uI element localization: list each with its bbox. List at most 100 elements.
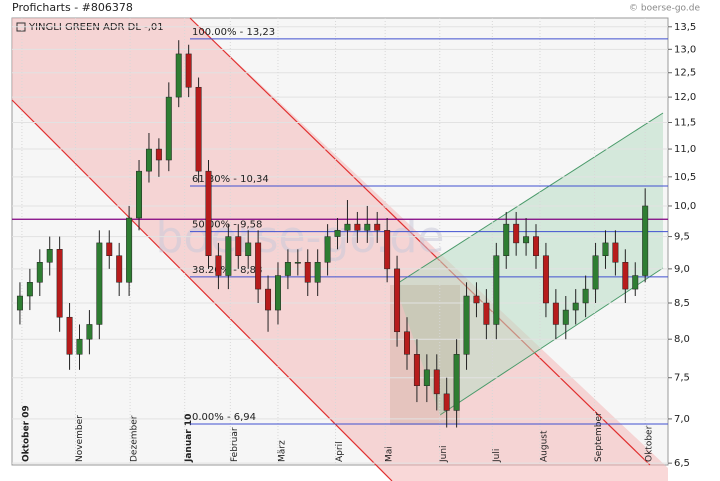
candle-body [533,236,539,256]
candle-body [562,309,569,325]
candle-body [404,331,410,355]
x-tick-label: August [539,430,549,462]
x-tick-label: April [335,441,345,462]
y-tick-label: 7,5 [674,373,690,384]
down-channel-lower [11,99,393,481]
y-tick-label: 12,5 [674,68,696,79]
candle-body [413,354,420,386]
x-tick-label: März [277,440,287,462]
fib-label: 0.00% - 6,94 [192,412,256,423]
y-tick-label: 13,0 [674,44,696,55]
candle-body [175,53,182,98]
candle-body [66,316,73,355]
x-tick-label: November [75,415,85,462]
candle-body [632,275,639,290]
candle-body [284,262,291,276]
candle-body [334,230,341,237]
candle-body [443,393,450,411]
candle-body [642,205,649,276]
candle-body [235,236,242,256]
down-channel-upper [189,17,651,466]
fib-label: 50.00% - 9,58 [192,220,262,231]
fib-label: 100.00% - 13,23 [192,27,275,38]
candle-body [314,262,321,283]
x-tick-label: Juni [439,445,449,463]
candle-body [473,295,480,304]
y-tick-label: 7,0 [674,414,690,425]
candle-body [195,86,202,172]
candle-body [116,255,123,283]
candle-body [582,288,589,304]
candle-body [622,262,629,290]
candle-body [592,255,599,290]
y-tick-label: 13,5 [674,22,696,33]
legend-label: YINGLI GREEN ADR DL -,01 [28,22,164,33]
y-tick-label: 10,5 [674,172,696,183]
candle-body [76,338,83,355]
source: © boerse-go.de [629,4,700,14]
candle-body [523,236,530,244]
candle-body [86,324,93,340]
candle-body [294,262,301,264]
candle-body [274,275,281,311]
candle-body [16,295,23,311]
up-channel-upper [394,112,664,286]
y-tick-label: 6,5 [674,458,690,469]
candle-body [572,302,579,311]
candle-body [374,223,381,231]
watermark: boerse-go.de [156,212,445,263]
candle-body [433,369,440,395]
candle-body [245,242,252,256]
y-tick-label: 9,0 [674,264,690,275]
y-tick-label: 8,0 [674,334,690,345]
candle-body [185,53,192,88]
candle-body [126,217,133,283]
y-tick-label: 12,0 [674,92,696,103]
chart-title: Proficharts - #806378 [12,1,133,14]
candle-body [304,262,311,283]
candle-body [56,249,63,318]
y-tick-label: 11,0 [674,144,696,155]
candle-body [215,255,222,276]
x-tick-label: Januar 10 [184,414,194,463]
candle-body [46,249,53,263]
x-tick-label: Oktober 09 [21,405,31,462]
candle-body [612,242,619,263]
x-tick-label: September [594,412,604,462]
candle-body [423,369,430,386]
x-tick-label: Februar [230,427,240,462]
candle-body [324,236,331,263]
candle-body [225,236,232,276]
candle-body [205,170,212,256]
candle-body [255,242,262,290]
fib-label: 61.80% - 10,34 [192,174,269,185]
candle-body [483,302,490,325]
candle-body [136,170,143,219]
candle-body [513,223,520,244]
candle-body [364,223,371,231]
y-tick-label: 10,0 [674,201,696,212]
candle-body [96,242,103,325]
candle-body [36,262,43,283]
candle-body [453,354,460,411]
x-tick-label: Mai [385,446,395,462]
candle-body [26,282,33,297]
candle-body [542,255,549,304]
candle-body [265,288,272,311]
candle-body [602,242,609,256]
x-tick-label: Oktober [645,425,655,462]
candle-body [463,295,470,355]
y-tick-label: 11,5 [674,118,696,129]
y-tick-label: 8,5 [674,298,690,309]
candle-body [503,223,510,256]
candle-body [145,148,152,172]
candle-body [384,230,391,270]
x-tick-label: Dezember [130,415,140,462]
candle-body [155,148,162,161]
candle-body [354,223,361,231]
y-tick-label: 9,5 [674,232,690,243]
candle-body [344,223,351,231]
candle-body [552,302,559,325]
candle-body [165,96,172,161]
